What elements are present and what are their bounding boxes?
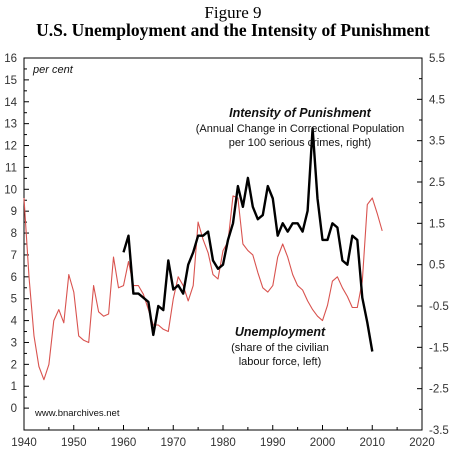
left-tick-label: 7: [11, 250, 17, 262]
right-tick-label: 3.5: [429, 136, 445, 148]
punishment-annotation-title: Intensity of Punishment: [229, 106, 372, 120]
left-tick-label: 9: [11, 206, 17, 218]
x-tick-label: 1970: [160, 437, 186, 449]
left-tick-label: 2: [11, 359, 17, 371]
x-tick-label: 2010: [359, 437, 385, 449]
right-tick-label: -2.5: [429, 384, 449, 396]
left-tick-label: 1: [11, 381, 17, 393]
left-tick-label: 14: [4, 97, 17, 109]
x-tick-label: 2000: [310, 437, 336, 449]
right-tick-label: 5.5: [429, 53, 445, 65]
x-tick-label: 2020: [409, 437, 435, 449]
unemployment-line: [23, 195, 383, 381]
punishment-annotation-line: per 100 serious crimes, right): [229, 137, 371, 149]
left-tick-label: 6: [11, 272, 17, 284]
left-tick-label: 12: [4, 141, 17, 153]
punishment-annotation-line: (Annual Change in Correctional Populatio…: [196, 123, 405, 135]
x-tick-label: 1960: [111, 437, 137, 449]
unemployment-annotation-line: labour force, left): [239, 356, 322, 368]
figure-label: Figure 9: [204, 3, 262, 22]
right-tick-label: 1.5: [429, 218, 445, 230]
x-tick-label: 1940: [11, 437, 37, 449]
left-tick-label: 10: [4, 184, 17, 196]
source-note: www.bnarchives.net: [34, 408, 120, 419]
left-tick-label: 0: [11, 403, 17, 415]
left-tick-label: 5: [11, 294, 17, 306]
left-tick-label: 13: [4, 119, 17, 131]
right-tick-label: -1.5: [429, 342, 449, 354]
punishment-line: [122, 127, 374, 352]
chart-title: U.S. Unemployment and the Intensity of P…: [36, 20, 430, 40]
unemployment-annotation-line: (share of the civilian: [231, 342, 329, 354]
right-tick-label: 2.5: [429, 177, 445, 189]
right-tick-label: -0.5: [429, 301, 449, 313]
left-tick-label: 4: [11, 316, 18, 328]
left-tick-label: 3: [11, 337, 17, 349]
left-tick-label: 15: [4, 75, 17, 87]
left-tick-label: 11: [5, 162, 17, 174]
right-tick-label: 0.5: [429, 260, 445, 272]
left-tick-label: 8: [11, 228, 17, 240]
right-tick-label: -3.5: [429, 425, 449, 437]
left-axis-unit: per cent: [32, 64, 74, 76]
x-tick-label: 1990: [260, 437, 286, 449]
unemployment-annotation-title: Unemployment: [235, 325, 326, 339]
right-tick-label: 4.5: [429, 94, 445, 106]
left-tick-label: 16: [4, 53, 17, 65]
x-tick-label: 1980: [210, 437, 236, 449]
x-tick-label: 1950: [61, 437, 87, 449]
